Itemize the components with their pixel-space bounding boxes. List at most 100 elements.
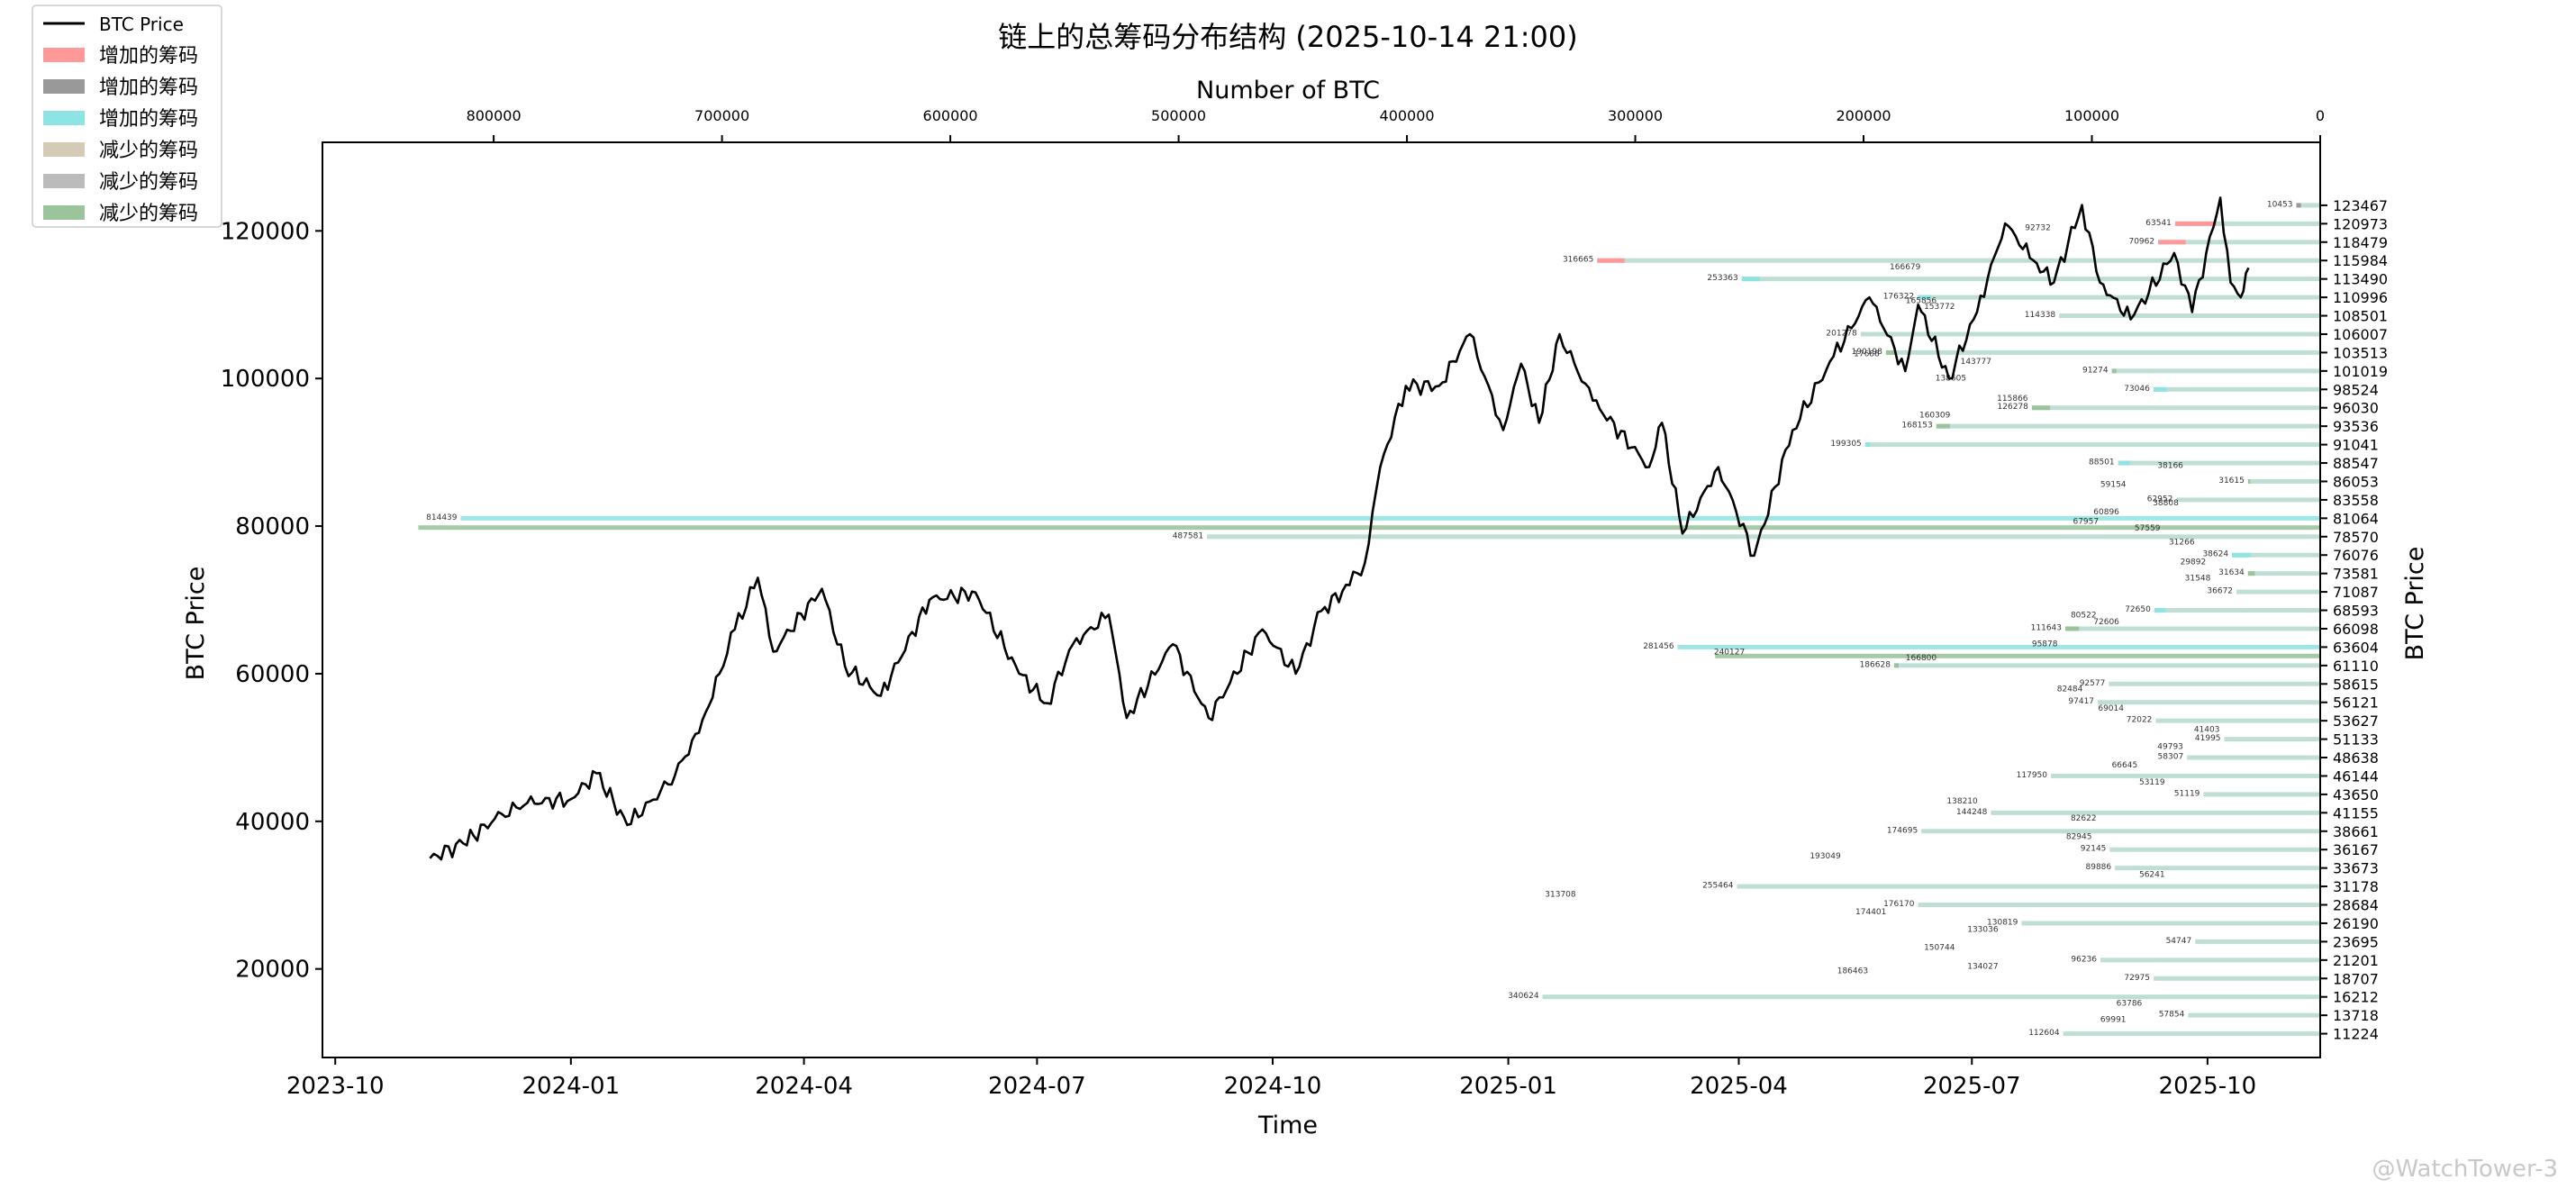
bar-value-label: 168153 — [1901, 422, 1932, 431]
right-tick-label: 33673 — [2333, 860, 2379, 877]
bar-value-label: 190198 — [1852, 348, 1883, 357]
distribution-bar — [2296, 203, 2320, 208]
right-tick-label: 91041 — [2333, 437, 2379, 454]
distribution-bar — [1597, 258, 2320, 263]
bar-value-label: 201278 — [1826, 329, 1857, 338]
bar-value-label: 31615 — [2218, 477, 2245, 486]
bar-value-label: 166800 — [1906, 654, 1937, 663]
distribution-bar — [1936, 423, 2320, 429]
added-chip-segment — [2118, 460, 2130, 466]
right-tick-label: 110996 — [2333, 289, 2388, 306]
right-tick-label: 123467 — [2333, 197, 2388, 214]
top-tick-label: 700000 — [694, 107, 749, 124]
right-tick-label: 53627 — [2333, 712, 2379, 730]
distribution-bar — [2051, 773, 2320, 778]
x-tick-label: 2025-01 — [1459, 1073, 1557, 1100]
legend-label: 增加的筹码 — [99, 108, 198, 131]
top-tick-label: 300000 — [1608, 107, 1663, 124]
distribution-bar — [2232, 552, 2320, 558]
legend-label: BTC Price — [99, 14, 184, 35]
added-chip-segment — [1864, 442, 1870, 448]
bar-value-label: 186463 — [1837, 967, 1868, 976]
x-tick-label: 2025-10 — [2159, 1073, 2257, 1100]
legend-swatch — [43, 48, 85, 62]
right-tick-label: 106007 — [2333, 326, 2388, 343]
y-tick-label: 40000 — [235, 809, 310, 836]
distribution-bar — [2155, 718, 2320, 723]
bar-value-label: 160309 — [1919, 412, 1951, 421]
bar-value-label: 38166 — [2157, 461, 2183, 470]
bar-value-label: 69014 — [2098, 704, 2124, 713]
bar-value-label: 54747 — [2166, 937, 2192, 946]
bar-value-label: 72975 — [2124, 974, 2150, 983]
bar-value-label: 82484 — [2057, 685, 2083, 694]
bar-value-label: 62952 — [2147, 495, 2173, 504]
bar-value-label: 31266 — [2169, 539, 2195, 548]
added-chip-segment — [2232, 552, 2251, 558]
bar-value-label: 72022 — [2127, 716, 2153, 725]
bar-value-label: 316665 — [1563, 256, 1593, 265]
bar-value-label: 59154 — [2100, 481, 2127, 490]
distribution-bar — [2118, 460, 2320, 466]
distribution-bar — [2188, 1012, 2320, 1018]
legend-label: 增加的筹码 — [99, 77, 198, 99]
added-chip-segment — [2153, 386, 2168, 392]
right-tick-label: 86053 — [2333, 473, 2379, 490]
distribution-bar — [1918, 295, 2320, 300]
distribution-bar — [1921, 829, 2320, 834]
bar-value-label: 31634 — [2218, 568, 2245, 577]
added-chip-segment — [2065, 626, 2080, 631]
distribution-bar — [1207, 534, 2320, 540]
bar-value-label: 89886 — [2086, 863, 2112, 872]
bar-value-label: 193049 — [1810, 852, 1841, 861]
y-tick-label: 20000 — [235, 957, 310, 984]
added-chip-segment — [1597, 258, 1625, 263]
bar-value-labels: 10453 63541 70962 316665 253363 176322 114338 2… — [426, 200, 2292, 1038]
right-tick-label: 88547 — [2333, 455, 2379, 472]
y-axis-label-right: BTC Price — [2401, 547, 2429, 661]
top-axis-ticks: 800000 700000 600000 500000 400000 300000 2000… — [467, 107, 2325, 142]
price-line-layer — [429, 196, 2250, 861]
right-tick-label: 71087 — [2333, 584, 2379, 601]
bar-value-label: 96236 — [2071, 955, 2097, 964]
bar-value-label: 82945 — [2066, 832, 2092, 841]
distribution-bar — [2063, 1031, 2320, 1037]
added-chip-segment — [2031, 405, 2051, 411]
bar-value-label: 36672 — [2207, 587, 2233, 596]
distribution-bar — [2224, 737, 2320, 742]
bar-value-label: 199305 — [1830, 440, 1861, 449]
right-tick-label: 115984 — [2333, 252, 2388, 269]
distribution-bar — [2098, 700, 2320, 705]
x-axis-ticks: 2023-10 2024-01 2024-04 2024-07 2024-10 2025-… — [286, 1057, 2256, 1100]
top-tick-label: 500000 — [1151, 107, 1206, 124]
distribution-bar — [2236, 589, 2320, 594]
bar-value-label: 126278 — [1998, 403, 2029, 412]
bar-value-label: 130819 — [1987, 918, 2018, 927]
bar-value-label: 29892 — [2181, 558, 2207, 567]
top-tick-label: 800000 — [467, 107, 522, 124]
bar-value-label: 153772 — [1924, 303, 1955, 312]
bar-value-label: 186628 — [1860, 660, 1891, 669]
distribution-bar-extra — [1715, 653, 2320, 658]
distribution-bar — [2176, 497, 2320, 503]
right-tick-label: 11224 — [2333, 1026, 2379, 1043]
added-chip-segment — [2174, 221, 2217, 226]
right-tick-label: 41155 — [2333, 804, 2379, 821]
watermark: @WatchTower-3 — [2372, 1156, 2558, 1183]
y-axis-label: BTC Price — [182, 567, 210, 681]
right-tick-label: 66098 — [2333, 621, 2379, 638]
distribution-bar — [1860, 331, 2320, 337]
x-tick-label: 2023-10 — [286, 1073, 385, 1100]
top-tick-label: 600000 — [923, 107, 978, 124]
bar-value-label: 60896 — [2093, 508, 2119, 517]
added-chip-segment — [2154, 608, 2166, 613]
added-chip-segment — [2247, 571, 2255, 576]
right-tick-label: 68593 — [2333, 603, 2379, 620]
right-tick-label: 38661 — [2333, 823, 2379, 840]
x-tick-label: 2024-01 — [522, 1073, 621, 1100]
bar-value-label: 97417 — [2068, 697, 2094, 706]
distribution-bar — [2100, 958, 2320, 963]
